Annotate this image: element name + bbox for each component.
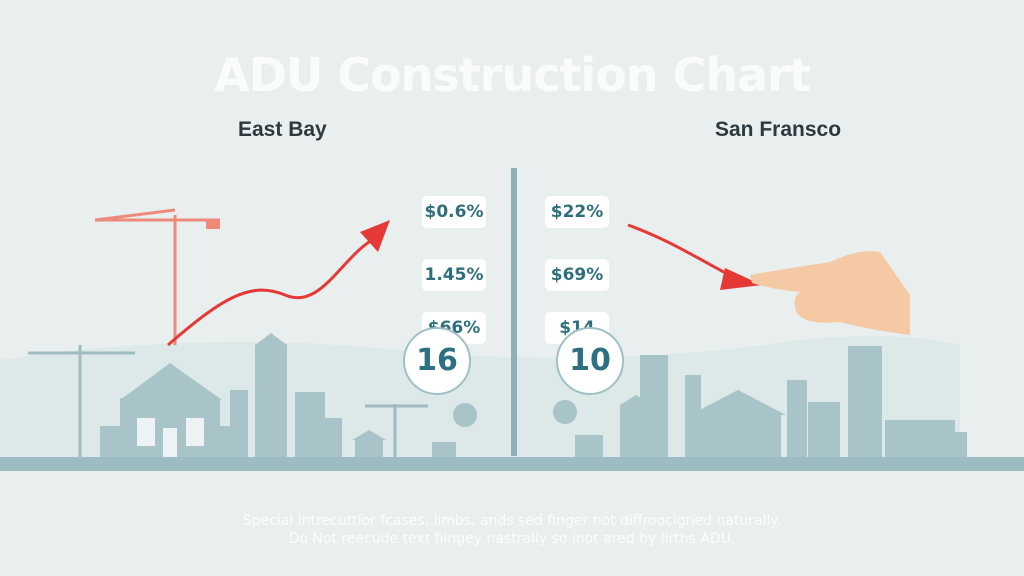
footer-line: Do Not reecude text fiingey nastrally so… (288, 531, 736, 547)
san-francisco-buildings (553, 346, 967, 458)
footer-line: Special intrecuttior fcases, limbs, ands… (242, 513, 782, 529)
arrow-head-icon (360, 220, 390, 252)
page-title: ADU Construction Chart (214, 48, 811, 102)
crane-icon (94, 208, 220, 345)
region-label-san-francisco: San Fransco (715, 118, 842, 141)
region-label-east-bay: East Bay (238, 118, 327, 141)
san-francisco-count-badge: 10 (556, 327, 624, 395)
east-bay-value: 1.45% (422, 259, 486, 291)
san-francisco-value: $69% (545, 259, 609, 291)
divider (511, 168, 517, 456)
east-bay-value: $0.6% (422, 196, 486, 228)
pointing-hand-icon (750, 251, 910, 335)
east-bay-count-badge: 16 (403, 327, 471, 395)
rising-arrow (167, 238, 373, 347)
falling-arrow (627, 223, 736, 280)
crane-icon (28, 345, 428, 458)
arrow-head-icon (720, 268, 762, 290)
ground-band (0, 457, 1024, 471)
footer-note: Special intrecuttior fcases, limbs, ands… (0, 512, 1024, 548)
san-francisco-value: $22% (545, 196, 609, 228)
